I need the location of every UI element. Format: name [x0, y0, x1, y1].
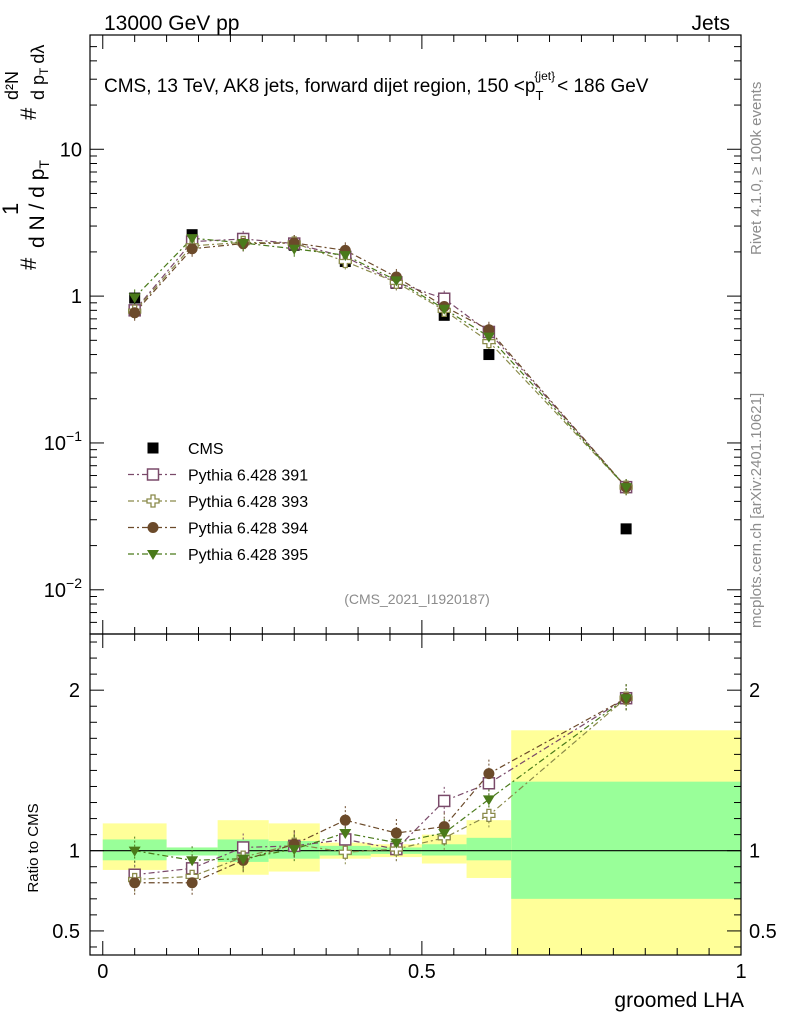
header-right: Jets: [691, 12, 730, 35]
main-data-point: [620, 483, 633, 494]
main-y-tick-label: 10: [60, 139, 82, 161]
ratio-data-point: [390, 827, 402, 839]
main-data-point: [186, 234, 199, 245]
green-band: [421, 844, 467, 856]
legend-marker: [146, 468, 160, 481]
ratio-y-tick-label: 0.5: [52, 921, 80, 943]
ylabel-one: 1: [0, 203, 23, 215]
ratio-data-point: [128, 846, 141, 857]
main-plot-frame: [89, 34, 742, 635]
ylabel-hash-2: #: [16, 107, 41, 120]
ylabel-hash: #: [16, 257, 41, 270]
legend-marker: [146, 494, 160, 508]
svg-text:d²N: d²N: [2, 71, 22, 100]
x-tick-label: 0.5: [408, 961, 436, 983]
main-data-point: [339, 251, 352, 262]
main-series-line: [134, 237, 627, 488]
main-y-tick-label: 10−1: [44, 428, 82, 455]
legend-label: Pythia 6.428 394: [188, 521, 308, 538]
green-band: [466, 837, 512, 861]
ylabel-d2n: d²N: [2, 71, 22, 100]
svg-text:#: #: [16, 257, 41, 270]
main-series-points: [128, 229, 633, 535]
x-axis-label: groomed LHA: [614, 989, 744, 1012]
ratio-y-tick-label: 2: [69, 680, 80, 702]
rivet-label: Rivet 4.1.0, ≥ 100k events: [748, 82, 765, 255]
analysis-watermark: (CMS_2021_I1920187): [344, 591, 490, 607]
main-data-point: [128, 293, 141, 304]
ratio-data-point: [389, 842, 404, 856]
ratio-data-point: [437, 794, 451, 808]
svg-text:d pTdλ: d pTdλ: [28, 45, 51, 100]
ratio-plot-border: [89, 633, 742, 956]
main-data-point: [483, 349, 495, 361]
legend-marker: [147, 442, 159, 454]
main-data-point: [338, 254, 352, 269]
ylabel-t-sub: T: [36, 160, 52, 169]
green-band: [511, 781, 741, 899]
legend: CMS Pythia 6.428 391 Pythia 6.428 393 Pythi…: [128, 441, 308, 564]
ratio-data-point: [482, 777, 496, 790]
ratio-data-point: [288, 845, 301, 856]
svg-text:d N / d pT: d N / d pT: [26, 160, 52, 248]
header-left: 13000 GeV pp: [104, 12, 239, 35]
ratio-series-line: [134, 697, 627, 881]
main-data-point: [438, 304, 451, 315]
main-y-ticks: 10 1 10−1 10−2: [44, 34, 742, 635]
ylabel-dlambda: dλ: [28, 45, 48, 64]
legend-label: CMS: [188, 441, 224, 458]
ratio-uncertainty-bands: [102, 730, 741, 955]
main-plot-border: [89, 34, 742, 635]
legend-marker: [147, 550, 159, 560]
legend-label: Pythia 6.428 395: [188, 547, 308, 564]
ratio-data-point: [390, 838, 403, 849]
main-data-point: [237, 238, 250, 249]
ratio-series-points: [128, 691, 633, 889]
svg-text:#: #: [16, 107, 41, 120]
main-data-point: [620, 523, 632, 535]
ratio-data-point: [438, 829, 451, 840]
ratio-data-point: [186, 856, 199, 867]
svg-text:1: 1: [0, 203, 23, 215]
ratio-data-point: [186, 877, 198, 889]
main-y-axis-label: # 1 d N / d pT # d²N d pTdλ: [0, 45, 52, 270]
ratio-y-tick-label-right: 0.5: [749, 921, 777, 943]
legend-marker: [147, 522, 159, 533]
main-y-tick-label: 1: [71, 286, 82, 308]
ratio-y-axis-label: Ratio to CMS: [25, 803, 42, 892]
ratio-plot-frame: 0.5 0.51 12 20 0.5 1: [52, 633, 777, 983]
ratio-data-point: [338, 845, 352, 859]
ylabel-t-sub-2: T: [37, 67, 51, 75]
ylabel-denominator: d N / d p: [26, 169, 49, 248]
ratio-data-point: [620, 694, 633, 705]
x-tick-label: 0: [97, 961, 108, 983]
ratio-data-point: [237, 854, 250, 865]
ratio-y-tick-label: 1: [69, 841, 80, 863]
main-data-point: [482, 332, 495, 343]
ratio-y-tick-label-right: 2: [749, 680, 760, 702]
main-title: CMS, 13 TeV, AK8 jets, forward dijet reg…: [104, 69, 649, 103]
legend-label: Pythia 6.428 391: [188, 468, 308, 485]
ratio-data-point: [482, 795, 495, 806]
main-data-point: [483, 324, 495, 336]
ylabel-dpt: d p: [28, 75, 48, 100]
ratio-data-point: [483, 768, 495, 780]
ratio-data-point: [482, 808, 496, 823]
main-data-point: [390, 276, 403, 287]
mcplots-label: mcplots.cern.ch [arXiv:2401.10621]: [748, 393, 765, 628]
main-data-point: [288, 244, 301, 255]
main-y-tick-label: 10−2: [44, 575, 82, 602]
main-data-point: [129, 307, 141, 319]
main-data-point: [186, 243, 198, 255]
ratio-data-point: [129, 877, 141, 889]
ratio-data-point: [339, 829, 352, 840]
ratio-data-point: [339, 814, 351, 826]
legend-label: Pythia 6.428 393: [188, 494, 308, 511]
ratio-y-tick-label-right: 1: [749, 841, 760, 863]
x-tick-label: 1: [735, 961, 746, 983]
